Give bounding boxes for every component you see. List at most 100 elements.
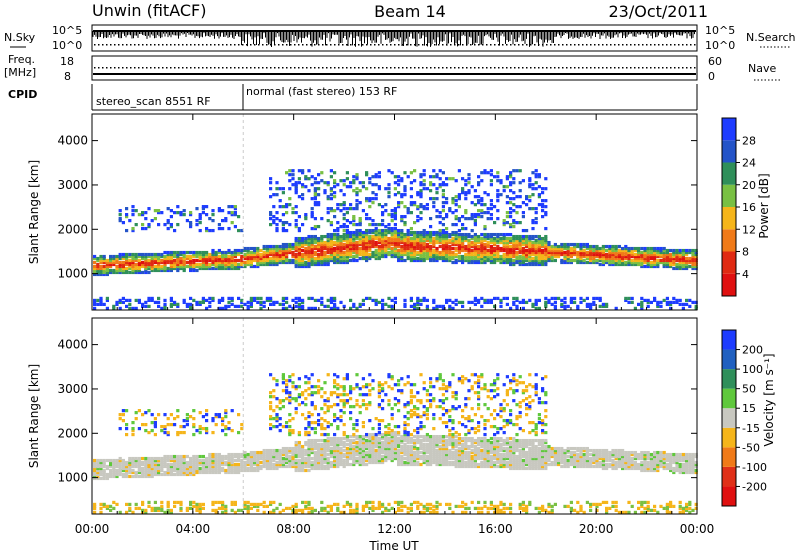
heatmap-cell (470, 201, 474, 205)
heatmap-cell (409, 296, 413, 301)
heatmap-cell (131, 426, 135, 431)
heatmap-cell (515, 252, 519, 257)
heatmap-cell (233, 260, 237, 265)
noise-right-tick-top: 10^5 (705, 24, 735, 37)
heatmap-cell (320, 171, 324, 175)
heatmap-cell (662, 264, 666, 269)
heatmap-cell (531, 187, 535, 191)
heatmap-cell (333, 232, 337, 237)
heatmap-cell (454, 203, 458, 207)
heatmap-cell (211, 298, 215, 303)
heatmap-cell (288, 395, 292, 399)
nsearch-dot (98, 44, 100, 46)
heatmap-cell (227, 454, 231, 459)
heatmap-cell (432, 242, 436, 247)
heatmap-cell (403, 222, 407, 227)
heatmap-cell (416, 232, 420, 237)
heatmap-cell (288, 446, 292, 451)
heatmap-cell (413, 244, 417, 249)
heatmap-cell (265, 448, 269, 453)
heatmap-cell (304, 448, 308, 453)
heatmap-cell (217, 264, 221, 269)
heatmap-cell (461, 234, 465, 239)
heatmap-cell (227, 264, 231, 269)
heatmap-cell (345, 258, 349, 263)
heatmap-cell (240, 304, 244, 309)
heatmap-cell (416, 256, 420, 261)
heatmap-cell (352, 254, 356, 259)
heatmap-cell (307, 377, 311, 381)
heatmap-cell (425, 244, 429, 249)
heatmap-cell (365, 217, 369, 221)
heatmap-cell (259, 452, 263, 457)
heatmap-cell (224, 426, 228, 431)
nave-dot (290, 67, 292, 69)
nsearch-dot (558, 44, 560, 46)
heatmap-cell (473, 256, 477, 261)
heatmap-cell (297, 181, 301, 185)
heatmap-cell (349, 306, 353, 310)
heatmap-cell (278, 218, 282, 223)
heatmap-cell (441, 246, 445, 251)
heatmap-cell (189, 306, 193, 310)
heatmap-cell (531, 256, 535, 261)
heatmap-cell (310, 426, 314, 431)
heatmap-cell (560, 304, 564, 309)
heatmap-cell (211, 258, 215, 263)
heatmap-cell (477, 183, 481, 187)
heatmap-cell (377, 256, 381, 261)
heatmap-cell (208, 256, 212, 261)
heatmap-cell (275, 252, 279, 257)
heatmap-cell (550, 252, 554, 257)
heatmap-cell (515, 254, 519, 259)
heatmap-cell (285, 250, 289, 255)
heatmap-cell (454, 234, 458, 239)
heatmap-cell (297, 448, 301, 453)
heatmap-cell (301, 458, 305, 463)
heatmap-cell (534, 260, 538, 265)
heatmap-cell (435, 234, 439, 239)
nave-dot (182, 67, 184, 69)
heatmap-cell (169, 222, 173, 227)
heatmap-cell (227, 256, 231, 261)
heatmap-cell (208, 454, 212, 459)
heatmap-cell (304, 375, 308, 379)
heatmap-cell (297, 248, 301, 253)
heatmap-cell (169, 215, 173, 219)
heatmap-cell (307, 387, 311, 391)
heatmap-cell (169, 296, 173, 301)
heatmap-cell (454, 222, 458, 227)
heatmap-cell (137, 464, 141, 469)
heatmap-cell (179, 454, 183, 459)
heatmap-cell (397, 179, 401, 183)
heatmap-cell (541, 215, 545, 219)
heatmap-cell (368, 252, 372, 257)
heatmap-cell (425, 242, 429, 247)
heatmap-cell (646, 250, 650, 255)
heatmap-cell (451, 250, 455, 255)
heatmap-cell (285, 391, 289, 395)
heatmap-cell (611, 254, 615, 259)
heatmap-cell (301, 500, 305, 505)
heatmap-cell (550, 258, 554, 263)
heatmap-cell (224, 432, 228, 437)
heatmap-cell (153, 417, 157, 421)
heatmap-cell (432, 183, 436, 187)
heatmap-cell (512, 250, 516, 255)
heatmap-cell (288, 173, 292, 177)
colorbar-tick-label: 4 (742, 268, 749, 281)
heatmap-cell (221, 260, 225, 265)
heatmap-cell (230, 456, 234, 461)
heatmap-cell (589, 244, 593, 249)
heatmap-cell (224, 264, 228, 269)
heatmap-cell (307, 262, 311, 267)
heatmap-cell (285, 248, 289, 253)
heatmap-cell (214, 510, 218, 514)
heatmap-cell (678, 266, 682, 271)
heatmap-cell (525, 195, 529, 199)
heatmap-cell (688, 258, 692, 263)
heatmap-cell (515, 234, 519, 239)
heatmap-cell (416, 302, 420, 307)
heatmap-cell (195, 456, 199, 461)
heatmap-cell (675, 262, 679, 267)
